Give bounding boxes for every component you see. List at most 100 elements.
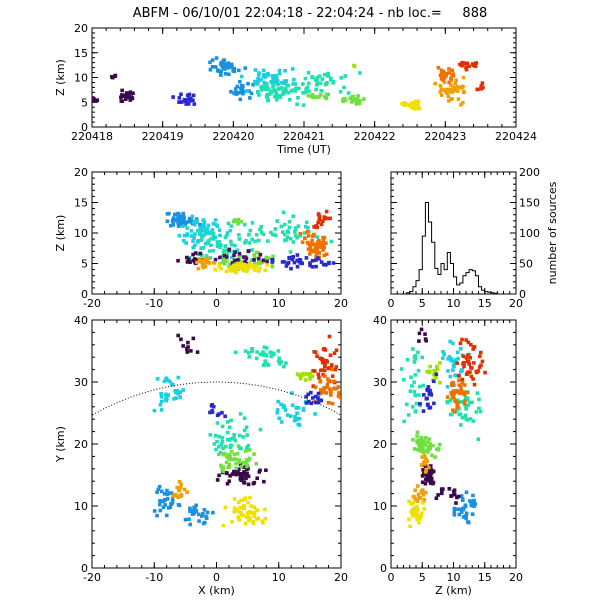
plan_view-source-point	[319, 388, 323, 392]
x_height-source-point	[227, 267, 232, 271]
plan_view-source-point	[318, 379, 322, 384]
x_height-source-point	[202, 220, 207, 224]
time_height-source-point	[241, 91, 245, 96]
height_histogram-histogram-line	[391, 202, 516, 294]
z_y-source-point	[462, 392, 467, 397]
time_height-source-point	[274, 73, 278, 78]
time_height-source-point	[282, 79, 287, 83]
time_height-source-point	[301, 90, 305, 95]
plan_view-source-point	[327, 334, 332, 339]
z_y-source-point	[418, 384, 422, 389]
time_height-source-point	[304, 87, 308, 91]
plan_view-source-point	[323, 364, 327, 369]
z_y-source-point	[459, 391, 464, 395]
z_y-source-point	[412, 360, 417, 364]
x_height-source-point	[324, 263, 328, 267]
plan_view-source-point	[239, 513, 244, 517]
z_y-source-point	[478, 350, 483, 355]
z_y-source-point	[422, 497, 427, 502]
plan_view-source-point	[334, 348, 339, 353]
x_height-source-point	[227, 247, 232, 252]
plan_view-source-point	[221, 465, 226, 470]
plan_view-source-point	[238, 505, 242, 510]
z_y-source-point	[466, 520, 470, 524]
plan_view-source-point	[245, 471, 249, 476]
x_height-source-point	[253, 261, 257, 265]
plan_view-source-point	[245, 445, 249, 450]
plan_view-source-point	[218, 450, 223, 455]
z_y-source-point	[408, 524, 412, 529]
x_height-source-point	[287, 256, 292, 261]
plan_view-source-point	[155, 377, 160, 381]
plan_view-source-point	[233, 457, 238, 461]
plan_view-source-point	[322, 346, 327, 351]
plan_view-source-point	[219, 463, 223, 468]
x_height-source-point	[236, 233, 241, 237]
plan_view-source-point	[224, 471, 229, 475]
x_height-source-point	[254, 264, 259, 269]
z_y-source-point	[429, 471, 434, 475]
plan_view-source-point	[255, 476, 259, 481]
plan_view-source-point	[237, 458, 242, 463]
plan_view-source-point	[241, 460, 246, 465]
plan_view-source-point	[331, 379, 336, 384]
plan_view-source-point	[257, 470, 262, 474]
x_height-source-point	[291, 255, 295, 259]
time_height-source-point	[450, 90, 454, 94]
z_y-source-point	[456, 378, 461, 383]
plan_view-source-point	[236, 509, 241, 514]
time_height-source-point	[256, 72, 261, 77]
z_y-source-point	[464, 405, 468, 409]
time_height-source-point	[447, 98, 451, 103]
x_height-source-point	[233, 250, 237, 255]
time_height-source-point	[191, 93, 196, 98]
x_height-source-point	[270, 258, 275, 263]
z_y-source-point	[448, 412, 453, 417]
z_y-xtick-label: 20	[509, 571, 523, 584]
time_height-source-point	[416, 99, 421, 104]
time_height-source-point	[409, 101, 414, 105]
plan_view-source-point	[245, 433, 249, 437]
z_y-source-point	[462, 360, 466, 365]
plan_view-source-point	[241, 506, 246, 510]
x_height-source-point	[185, 226, 189, 230]
plan_view-source-point	[223, 505, 228, 510]
x_height-source-point	[316, 251, 321, 255]
time_height-source-point	[402, 101, 407, 105]
x_height-source-point	[172, 212, 177, 217]
plan_view-source-point	[269, 354, 274, 359]
plan_view-source-point	[162, 491, 167, 496]
x_height-source-point	[237, 255, 241, 260]
time_height-source-point	[215, 68, 220, 72]
time_height-source-point	[231, 68, 236, 73]
z_y-source-point	[431, 379, 436, 384]
plan_view-source-point	[249, 511, 254, 515]
z_y-source-point	[466, 360, 471, 364]
plan_view-source-point	[317, 398, 322, 403]
x_height-source-point	[200, 234, 204, 238]
plan_view-source-point	[246, 443, 251, 448]
z_y-xtick-label: 0	[388, 571, 395, 584]
x_height-source-point	[218, 255, 222, 260]
plan_view-source-point	[306, 399, 311, 404]
time_height-source-point	[415, 105, 420, 110]
time_height-source-point	[413, 99, 418, 104]
x_height-source-point	[306, 226, 310, 230]
z_y-source-point	[464, 516, 468, 521]
z_y-source-point	[420, 448, 425, 453]
x_height-source-point	[233, 269, 238, 274]
plan_view-source-point	[308, 377, 312, 381]
z_y-source-point	[423, 490, 428, 495]
plan_view-source-point	[309, 390, 313, 395]
plan_view-source-point	[258, 352, 263, 357]
time_height-source-point	[259, 78, 263, 82]
plan_view-source-point	[157, 502, 162, 507]
plan_view-source-point	[334, 365, 339, 369]
plan_view-source-point	[177, 488, 182, 493]
x_height-source-point	[231, 264, 236, 269]
x_height-source-point	[316, 212, 321, 216]
plan_view-source-point	[155, 513, 159, 518]
z_y-source-point	[431, 469, 436, 474]
z_y-source-point	[432, 368, 437, 373]
z_y-source-point	[478, 354, 482, 359]
